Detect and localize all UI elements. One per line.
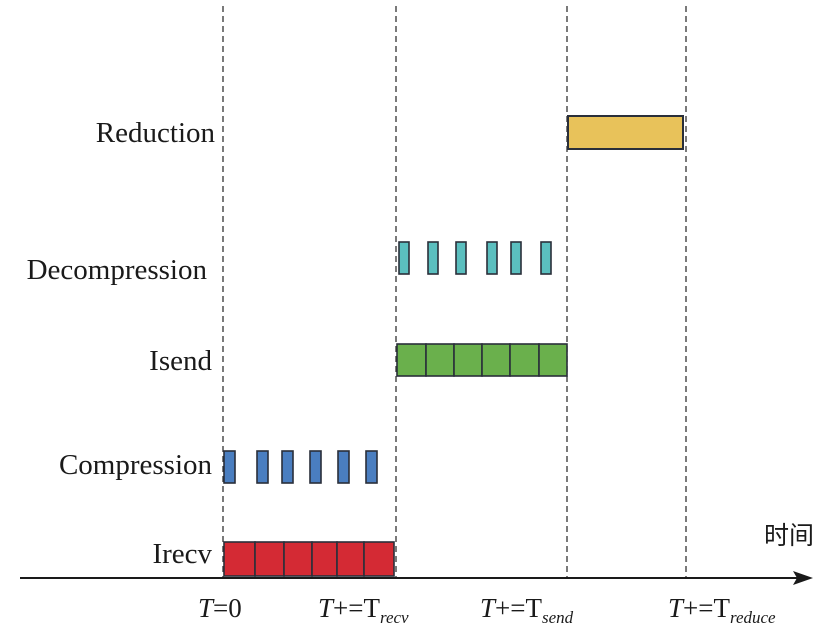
tick-label-trecv: T+=Trecv xyxy=(318,593,409,627)
decompression-chunk-2 xyxy=(427,241,439,275)
decompression-chunk-3 xyxy=(455,241,467,275)
compression-chunk-2 xyxy=(256,450,269,484)
tick-op: +=T xyxy=(683,593,730,623)
compression-chunk-1 xyxy=(223,450,236,484)
irecv-segment-6 xyxy=(363,541,395,577)
tick-op: =0 xyxy=(213,593,242,623)
decompression-chunk-6 xyxy=(540,241,552,275)
tick-op: +=T xyxy=(333,593,380,623)
irecv-segment-3 xyxy=(283,541,313,577)
irecv-segment-1 xyxy=(223,541,256,577)
row-label-compression: Compression xyxy=(59,449,213,481)
irecv-segment-4 xyxy=(311,541,338,577)
row-label-decompression: Decompression xyxy=(27,254,208,286)
tick-label-tsend: T+=Tsend xyxy=(480,593,574,627)
tick-sub: recv xyxy=(380,608,409,627)
tick-var: T xyxy=(480,593,497,623)
irecv-segment-5 xyxy=(336,541,365,577)
irecv-row xyxy=(223,541,395,577)
time-guide-lines xyxy=(222,6,687,578)
isend-segment-6 xyxy=(538,343,568,377)
compression-chunk-3 xyxy=(281,450,294,484)
row-label-reduction: Reduction xyxy=(96,117,216,149)
tick-label-treduce: T+=Treduce xyxy=(668,593,776,627)
row-label-isend: Isend xyxy=(149,345,212,377)
reduction-row xyxy=(567,115,684,150)
decompression-row xyxy=(398,241,552,275)
time-axis-arrowhead xyxy=(793,571,813,585)
isend-segment-2 xyxy=(425,343,455,377)
isend-segment-1 xyxy=(396,343,427,377)
isend-segment-5 xyxy=(509,343,540,377)
reduction-block xyxy=(567,115,684,150)
decompression-chunk-5 xyxy=(510,241,522,275)
decompression-chunk-4 xyxy=(486,241,498,275)
isend-segment-4 xyxy=(481,343,511,377)
compression-chunk-5 xyxy=(337,450,350,484)
isend-segment-3 xyxy=(453,343,483,377)
tick-sub: send xyxy=(542,608,574,627)
tick-op: +=T xyxy=(495,593,542,623)
decompression-chunk-1 xyxy=(398,241,410,275)
compression-chunk-4 xyxy=(309,450,322,484)
row-labels: Reduction Decompression Isend Compressio… xyxy=(27,117,216,570)
time-tick-labels: T=0 T+=Trecv T+=Tsend T+=Treduce xyxy=(198,593,776,627)
time-axis: 时间 xyxy=(20,521,814,585)
time-axis-label: 时间 xyxy=(764,521,814,550)
compression-chunk-6 xyxy=(365,450,378,484)
compression-row xyxy=(223,450,378,484)
isend-row xyxy=(396,343,568,377)
irecv-segment-2 xyxy=(254,541,285,577)
tick-var: T xyxy=(668,593,685,623)
tick-var: T xyxy=(318,593,335,623)
row-label-irecv: Irecv xyxy=(152,538,212,570)
tick-sub: reduce xyxy=(730,608,776,627)
tick-var: T xyxy=(198,593,215,623)
tick-label-t0: T=0 xyxy=(198,593,242,623)
